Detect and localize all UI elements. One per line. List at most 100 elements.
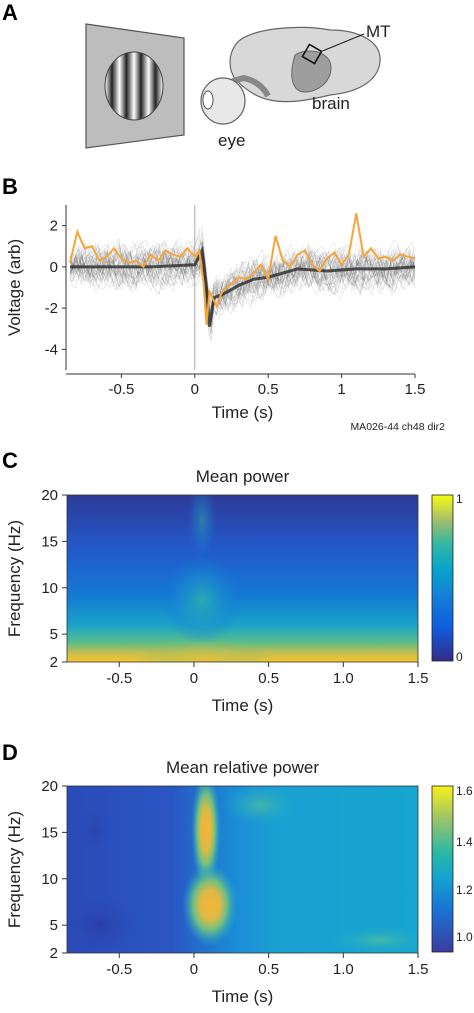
x-tick-label-b: 0: [191, 381, 199, 398]
colorbar-c: [431, 494, 454, 662]
trial-trace: [70, 243, 415, 325]
x-tick-label: -0.5: [106, 961, 132, 978]
plot-frame: [66, 785, 419, 954]
brain-label: brain: [312, 94, 350, 113]
trial-trace: [70, 241, 415, 333]
panel-label-c: C: [2, 448, 18, 473]
heatmap-d-soft: [220, 786, 300, 827]
title-d: Mean relative power: [166, 758, 319, 777]
panel-label-a: A: [2, 0, 18, 25]
x-tick-label-b: 1.5: [405, 381, 426, 398]
colorbar-d: [431, 785, 454, 953]
trial-trace: [70, 249, 415, 325]
x-tick-label: 0: [190, 670, 198, 687]
heatmap-c: [67, 495, 418, 662]
colorbar-d-tick-label: 1.4: [456, 835, 473, 849]
grating-stimulus: [104, 51, 164, 121]
colorbar-d-tick-label: 1.0: [456, 930, 473, 944]
x-tick-label: 1.0: [333, 670, 354, 687]
heatmap-c-lowfreq: [135, 638, 275, 662]
trial-trace: [70, 237, 415, 323]
heatmap-d-peak-lower: [182, 863, 238, 947]
axes-b: -0.5 0 0.5 1 1.5 2 0 -2 -4: [45, 205, 426, 398]
x-tick-label: 0: [190, 961, 198, 978]
y-tick-label-b: -4: [45, 341, 58, 358]
trial-trace: [70, 247, 415, 309]
trial-trace: [70, 242, 415, 312]
trial-trace: [70, 243, 415, 341]
mt-pointer: [319, 33, 365, 53]
y-tick-label: 2: [50, 945, 58, 962]
y-axis-label-d: Frequency (Hz): [5, 811, 24, 928]
x-tick-label-b: 1: [337, 381, 345, 398]
trial-trace: [70, 243, 415, 328]
x-tick-label: -0.5: [106, 670, 132, 687]
trial-trace: [70, 247, 415, 308]
y-tick-label: 2: [50, 654, 58, 671]
eye-shape: [200, 77, 246, 125]
y-tick-label: 15: [41, 824, 58, 841]
y-tick-label: 10: [41, 871, 58, 888]
y-tick-label: 20: [41, 487, 58, 504]
trial-trace: [70, 244, 415, 333]
trial-trace: [70, 228, 415, 317]
trial-trace: [70, 240, 415, 309]
chart-d: Mean relative power -0.5 0 0.5 1.0 1.5 20 15 10…: [5, 758, 473, 1006]
heatmap-d-lowband: [325, 926, 418, 953]
trial-trace: [70, 250, 415, 325]
x-tick-label: 0.5: [258, 670, 279, 687]
highlight-trace: [69, 213, 416, 325]
mt-area: [291, 50, 332, 93]
trial-trace: [70, 241, 415, 304]
y-axis-label-c: Frequency (Hz): [5, 520, 24, 637]
mt-box: [301, 43, 323, 65]
x-tick-label: 1.0: [333, 961, 354, 978]
trial-trace: [70, 233, 415, 326]
x-tick-label-b: 0.5: [258, 381, 279, 398]
heatmap-d-dark: [67, 895, 140, 953]
trial-trace: [70, 238, 415, 319]
trial-trace: [70, 244, 415, 316]
y-tick-label: 20: [41, 778, 58, 795]
axes-c: -0.5 0 0.5 1.0 1.5 20 15 10 5 2: [41, 487, 428, 687]
trial-trace: [70, 242, 415, 299]
trial-trace: [70, 242, 415, 321]
mt-label: MT: [366, 22, 391, 41]
heatmap-c-blob: [162, 555, 242, 645]
mean-trace: [70, 245, 416, 327]
trial-trace: [70, 225, 415, 327]
y-tick-label-b: 2: [50, 218, 58, 235]
colorbar-c-max: 1: [456, 492, 463, 506]
chart-c: Mean power -0.5 0 0.5 1.0 1.5 20 15 10 5 2 1 0 Ti…: [5, 467, 463, 715]
chart-b: -0.5 0 0.5 1 1.5 2 0 -2 -4 Time (s) Voltage (arb…: [5, 205, 445, 433]
trial-trace: [70, 240, 415, 310]
heatmap-c-streak: [188, 495, 216, 560]
trial-trace: [70, 240, 415, 313]
heatmap-d-dark2: [79, 808, 111, 852]
y-tick-label: 5: [50, 626, 58, 643]
schematic: MT brain eye: [85, 22, 391, 150]
x-tick-label-b: -0.5: [108, 381, 134, 398]
y-tick-label: 15: [41, 533, 58, 550]
heatmap-d: [67, 786, 418, 953]
y-tick-label: 5: [50, 917, 58, 934]
y-tick-label: 10: [41, 580, 58, 597]
x-axis-label-b: Time (s): [212, 403, 274, 422]
colorbar-c-min: 0: [456, 650, 463, 664]
trial-trace: [70, 242, 415, 307]
x-tick-label: 1.5: [408, 670, 429, 687]
heatmap-c-base: [67, 495, 418, 662]
x-tick-label: 0.5: [258, 961, 279, 978]
trial-trace: [70, 239, 415, 313]
title-c: Mean power: [196, 467, 290, 486]
trial-trace: [70, 242, 415, 318]
trial-trace: [70, 240, 415, 319]
colorbar-d-ticks: 1.6 1.4 1.2 1.0: [456, 784, 473, 944]
colorbar-d-tick-label: 1.2: [456, 883, 473, 897]
colorbar-d-tick-label: 1.6: [456, 784, 473, 798]
x-axis-label-c: Time (s): [212, 696, 274, 715]
x-tick-label: 1.5: [408, 961, 429, 978]
trial-trace: [70, 250, 415, 310]
y-tick-label-b: -2: [45, 300, 58, 317]
